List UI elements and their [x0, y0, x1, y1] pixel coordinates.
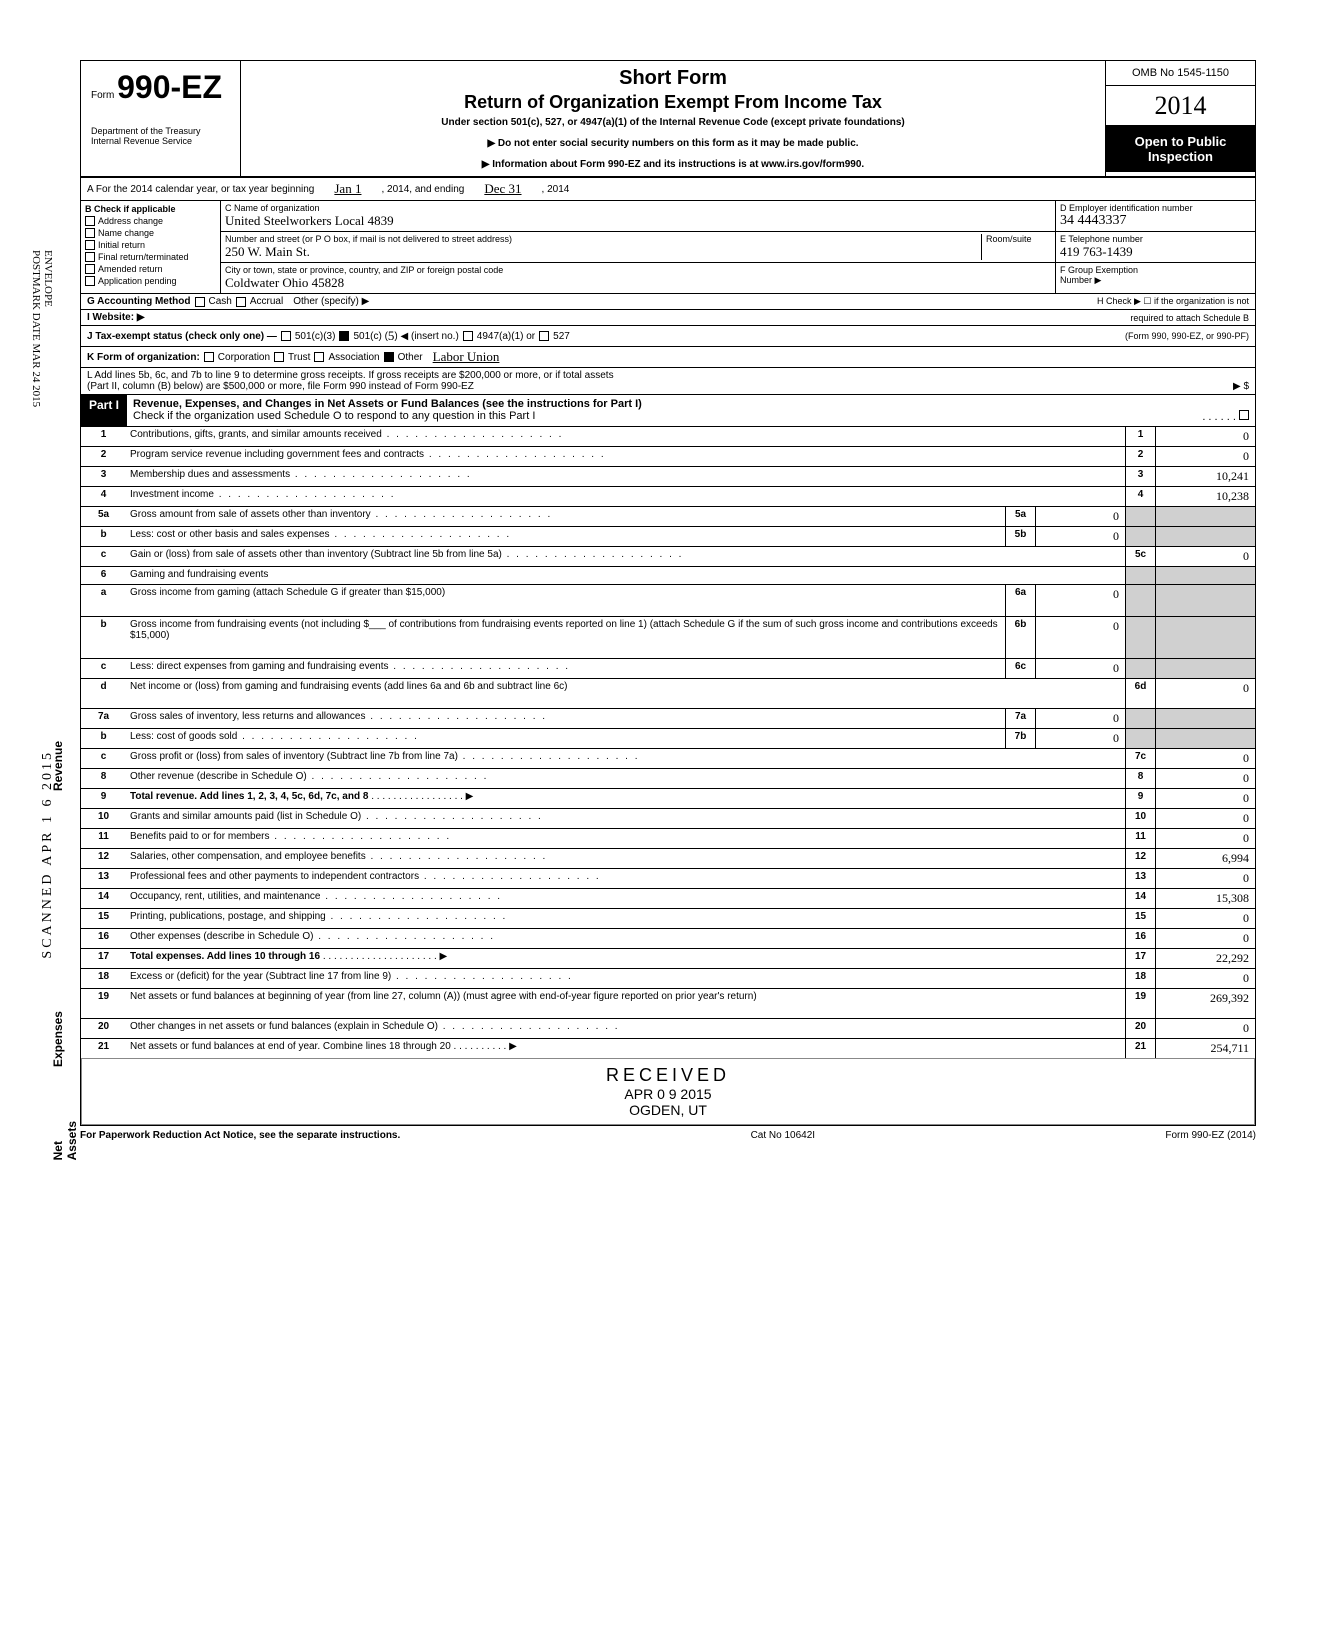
form-prefix: Form [91, 90, 114, 101]
lines-container: 1 Contributions, gifts, grants, and simi… [81, 427, 1255, 1058]
check-4947[interactable] [463, 331, 473, 341]
line-9: 9 Total revenue. Add lines 1, 2, 3, 4, 5… [81, 789, 1255, 809]
check-initial[interactable] [85, 240, 95, 250]
line-10: 10 Grants and similar amounts paid (list… [81, 809, 1255, 829]
check-amended[interactable] [85, 264, 95, 274]
subtitle: Under section 501(c), 527, or 4947(a)(1)… [251, 117, 1095, 128]
check-501c[interactable] [339, 331, 349, 341]
form-number: 990-EZ [117, 69, 222, 105]
row-j: J Tax-exempt status (check only one) — 5… [81, 326, 1255, 347]
check-corp[interactable] [204, 352, 214, 362]
line-5c: c Gain or (loss) from sale of assets oth… [81, 547, 1255, 567]
cat-no: Cat No 10642I [751, 1130, 816, 1141]
line-5a: 5a Gross amount from sale of assets othe… [81, 507, 1255, 527]
postmark-stamp: ENVELOPE POSTMARK DATE MAR 24 2015 [30, 250, 54, 407]
expenses-side-label: Expenses [51, 1011, 65, 1067]
line-1: 1 Contributions, gifts, grants, and simi… [81, 427, 1255, 447]
line-6: 6 Gaming and fundraising events [81, 567, 1255, 585]
line-8: 8 Other revenue (describe in Schedule O)… [81, 769, 1255, 789]
line-6b: b Gross income from fundraising events (… [81, 617, 1255, 659]
section-bcdef: B Check if applicable Address change Nam… [81, 201, 1255, 294]
check-527[interactable] [539, 331, 549, 341]
row-i: I Website: ▶ required to attach Schedule… [81, 310, 1255, 326]
line-17: 17 Total expenses. Add lines 10 through … [81, 949, 1255, 969]
omb-number: OMB No 1545-1150 [1106, 61, 1255, 86]
dept-treasury: Department of the Treasury [91, 126, 230, 136]
form-ref: Form 990-EZ (2014) [1165, 1130, 1256, 1141]
line-7a: 7a Gross sales of inventory, less return… [81, 709, 1255, 729]
right-info-col: D Employer identification number 34 4443… [1055, 201, 1255, 293]
irs-text: Internal Revenue Service [91, 136, 230, 146]
check-trust[interactable] [274, 352, 284, 362]
line-13: 13 Professional fees and other payments … [81, 869, 1255, 889]
form-990ez: Revenue Expenses Net Assets Form 990-EZ … [80, 60, 1256, 1126]
check-other[interactable] [384, 352, 394, 362]
phone: 419 763-1439 [1060, 244, 1251, 260]
city-state-zip: Coldwater Ohio 45828 [225, 275, 1051, 291]
check-501c3[interactable] [281, 331, 291, 341]
row-g: G Accounting Method Cash Accrual Other (… [81, 294, 1255, 310]
form-org-other: Labor Union [433, 349, 500, 365]
row-l: L Add lines 5b, 6c, and 7b to line 9 to … [81, 368, 1255, 395]
line-18: 18 Excess or (deficit) for the year (Sub… [81, 969, 1255, 989]
scanned-stamp: SCANNED APR 1 6 2015 [40, 750, 56, 959]
line-7b: b Less: cost of goods sold 7b 0 [81, 729, 1255, 749]
line-14: 14 Occupancy, rent, utilities, and maint… [81, 889, 1255, 909]
received-stamp: RECEIVED APR 0 9 2015 OGDEN, UT [81, 1058, 1255, 1125]
part1-badge: Part I [81, 395, 127, 426]
check-cash[interactable] [195, 297, 205, 307]
paperwork-notice: For Paperwork Reduction Act Notice, see … [80, 1130, 400, 1141]
arrow-info: ▶ Information about Form 990-EZ and its … [251, 159, 1095, 170]
footer: For Paperwork Reduction Act Notice, see … [80, 1126, 1256, 1145]
line-6d: d Net income or (loss) from gaming and f… [81, 679, 1255, 709]
line-7c: c Gross profit or (loss) from sales of i… [81, 749, 1255, 769]
netassets-side-label: Net Assets [51, 1121, 79, 1160]
short-form-title: Short Form [251, 67, 1095, 90]
check-accrual[interactable] [236, 297, 246, 307]
row-k: K Form of organization: Corporation Trus… [81, 347, 1255, 368]
line-2: 2 Program service revenue including gove… [81, 447, 1255, 467]
form-header: Form 990-EZ Department of the Treasury I… [81, 61, 1255, 178]
check-name[interactable] [85, 228, 95, 238]
arrow-ssn: ▶ Do not enter social security numbers o… [251, 138, 1095, 149]
title-box: Short Form Return of Organization Exempt… [241, 61, 1105, 176]
line-6c: c Less: direct expenses from gaming and … [81, 659, 1255, 679]
line-19: 19 Net assets or fund balances at beginn… [81, 989, 1255, 1019]
street-address: 250 W. Main St. [225, 244, 981, 260]
row-a: A For the 2014 calendar year, or tax yea… [81, 178, 1255, 201]
ein: 34 4443337 [1060, 213, 1251, 229]
check-assoc[interactable] [314, 352, 324, 362]
part1-header-row: Part I Revenue, Expenses, and Changes in… [81, 395, 1255, 427]
line-21: 21 Net assets or fund balances at end of… [81, 1039, 1255, 1058]
tax-year: 2014 [1106, 86, 1255, 126]
check-if-applicable: B Check if applicable Address change Nam… [81, 201, 221, 293]
org-name: United Steelworkers Local 4839 [225, 213, 1051, 229]
line-12: 12 Salaries, other compensation, and emp… [81, 849, 1255, 869]
part1-title: Revenue, Expenses, and Changes in Net As… [127, 395, 1255, 426]
line-15: 15 Printing, publications, postage, and … [81, 909, 1255, 929]
name-address-col: C Name of organization United Steelworke… [221, 201, 1055, 293]
line-20: 20 Other changes in net assets or fund b… [81, 1019, 1255, 1039]
check-address[interactable] [85, 216, 95, 226]
line-4: 4 Investment income 4 10,238 [81, 487, 1255, 507]
line-5b: b Less: cost or other basis and sales ex… [81, 527, 1255, 547]
form-id-box: Form 990-EZ Department of the Treasury I… [81, 61, 241, 176]
line-16: 16 Other expenses (describe in Schedule … [81, 929, 1255, 949]
return-title: Return of Organization Exempt From Incom… [251, 92, 1095, 113]
line-11: 11 Benefits paid to or for members 11 0 [81, 829, 1255, 849]
line-6a: a Gross income from gaming (attach Sched… [81, 585, 1255, 617]
open-public-box: Open to Public Inspection [1106, 126, 1255, 172]
end-date: Dec 31 [484, 181, 521, 197]
check-sched-o[interactable] [1239, 410, 1249, 420]
check-pending[interactable] [85, 276, 95, 286]
line-3: 3 Membership dues and assessments 3 10,2… [81, 467, 1255, 487]
begin-date: Jan 1 [334, 181, 361, 197]
check-final[interactable] [85, 252, 95, 262]
right-header-box: OMB No 1545-1150 2014 Open to Public Ins… [1105, 61, 1255, 176]
